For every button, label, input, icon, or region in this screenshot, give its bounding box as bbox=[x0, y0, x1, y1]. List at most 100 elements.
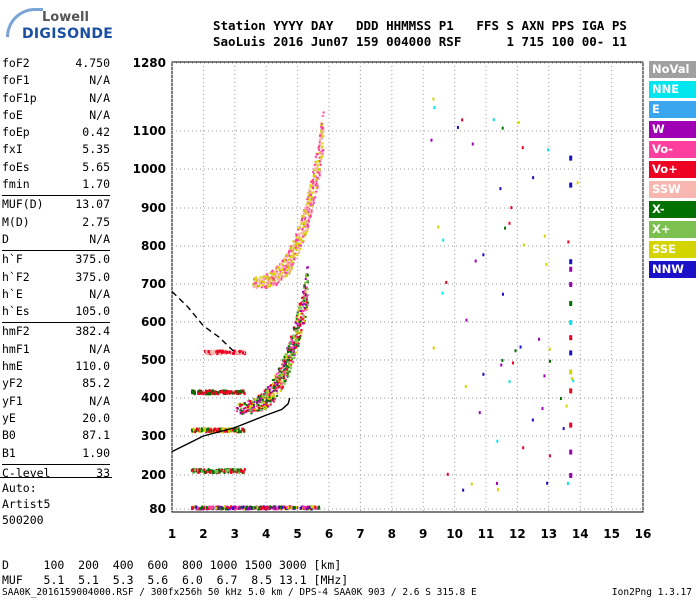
echo-point bbox=[227, 430, 230, 434]
echo-point bbox=[195, 505, 198, 509]
echo-point bbox=[298, 244, 301, 247]
echo-point bbox=[239, 403, 242, 406]
echo-point bbox=[290, 250, 293, 253]
echo-point bbox=[269, 385, 272, 388]
echo-point bbox=[297, 313, 300, 316]
file-info-footer: SAA0K_2016159004000.RSF / 300fx256h 50 k… bbox=[2, 587, 477, 598]
echo-point bbox=[193, 468, 196, 472]
param-value: 110.0 bbox=[75, 359, 110, 374]
echo-point bbox=[286, 356, 289, 359]
echo-point bbox=[254, 408, 257, 411]
echo-point bbox=[262, 277, 265, 280]
echo-point bbox=[261, 398, 264, 401]
y-tick-label: 800 bbox=[141, 239, 166, 253]
echo-point bbox=[461, 118, 464, 122]
echo-point bbox=[319, 138, 322, 141]
echo-point bbox=[256, 287, 259, 290]
echo-point bbox=[280, 263, 283, 266]
echo-point bbox=[319, 163, 322, 166]
echo-point bbox=[239, 430, 242, 434]
echo-point bbox=[247, 400, 250, 403]
echo-point bbox=[265, 399, 268, 402]
echo-point bbox=[216, 352, 219, 356]
echo-point bbox=[224, 350, 227, 354]
echo-point bbox=[296, 317, 299, 320]
echo-point bbox=[314, 168, 317, 171]
echo-point bbox=[312, 182, 315, 185]
echo-point bbox=[312, 201, 315, 204]
echo-point bbox=[250, 402, 253, 405]
echo-point bbox=[257, 396, 260, 399]
x-tick-label: 1 bbox=[168, 527, 176, 541]
echo-point bbox=[272, 379, 275, 382]
echo-point bbox=[292, 247, 295, 250]
echo-point bbox=[321, 145, 324, 148]
echo-point bbox=[228, 390, 231, 394]
echo-point bbox=[268, 400, 271, 403]
echo-point bbox=[263, 404, 266, 407]
echo-point bbox=[315, 178, 318, 181]
echo-point bbox=[300, 232, 303, 235]
echo-point bbox=[217, 427, 220, 431]
echo-point bbox=[318, 139, 321, 142]
echo-point bbox=[209, 392, 212, 396]
echo-point bbox=[291, 362, 294, 365]
echo-point bbox=[312, 177, 315, 180]
echo-point bbox=[240, 505, 243, 509]
echo-point bbox=[314, 184, 317, 187]
echo-point bbox=[308, 189, 311, 192]
echo-point bbox=[286, 260, 289, 263]
echo-point bbox=[286, 368, 289, 371]
echo-point bbox=[213, 470, 216, 474]
echo-point bbox=[290, 342, 293, 345]
echo-point bbox=[303, 233, 306, 236]
echo-point bbox=[319, 153, 322, 156]
echo-point bbox=[318, 141, 321, 144]
echo-point bbox=[266, 397, 269, 400]
echo-point bbox=[306, 304, 309, 307]
echo-point bbox=[258, 278, 261, 281]
echo-point bbox=[297, 228, 300, 231]
echo-point bbox=[316, 166, 319, 169]
echo-point bbox=[290, 353, 293, 356]
echo-point bbox=[308, 202, 311, 205]
echo-point bbox=[283, 380, 286, 383]
echo-point bbox=[230, 390, 233, 394]
param-row: foF2 4.750 bbox=[2, 56, 110, 73]
echo-point bbox=[301, 241, 304, 244]
echo-point bbox=[284, 260, 287, 263]
echo-point bbox=[313, 169, 316, 172]
echo-point bbox=[572, 379, 575, 383]
echo-point bbox=[287, 258, 290, 261]
echo-point bbox=[538, 337, 541, 341]
y-tick-label: 400 bbox=[141, 391, 166, 405]
echo-point bbox=[499, 187, 502, 191]
param-name: M(D) bbox=[2, 214, 30, 229]
echo-point bbox=[569, 350, 573, 356]
echo-point bbox=[283, 376, 286, 379]
echo-point bbox=[290, 245, 293, 248]
echo-point bbox=[569, 259, 573, 265]
echo-point bbox=[313, 164, 316, 167]
echo-point bbox=[301, 300, 304, 303]
echo-point bbox=[569, 335, 573, 341]
echo-point bbox=[441, 291, 444, 295]
echo-point bbox=[279, 386, 282, 389]
echo-point bbox=[312, 198, 315, 201]
echo-point bbox=[218, 505, 221, 509]
echo-point bbox=[569, 282, 573, 287]
echo-point bbox=[246, 407, 249, 410]
echo-point bbox=[219, 427, 222, 431]
echo-point bbox=[288, 361, 291, 364]
echo-point bbox=[276, 277, 279, 280]
echo-point bbox=[294, 242, 297, 245]
echo-point bbox=[303, 209, 306, 212]
echo-point bbox=[307, 202, 310, 205]
echo-point bbox=[234, 468, 237, 472]
echo-point bbox=[249, 409, 252, 412]
echo-point bbox=[282, 505, 285, 509]
param-name: C-level bbox=[2, 465, 51, 480]
echo-point bbox=[283, 359, 286, 362]
echo-point bbox=[510, 206, 513, 210]
echo-point bbox=[302, 222, 305, 225]
